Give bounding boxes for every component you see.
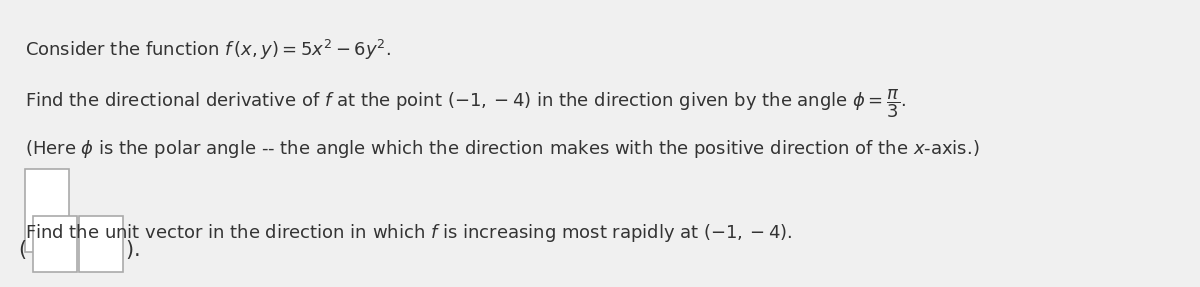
Text: Find the unit vector in the direction in which $f$ is increasing most rapidly at: Find the unit vector in the direction in… <box>25 222 792 244</box>
Text: Find the directional derivative of $f$ at the point $(-1, -4)$ in the direction : Find the directional derivative of $f$ a… <box>25 88 906 121</box>
Text: (Here $\phi$ is the polar angle -- the angle which the direction makes with the : (Here $\phi$ is the polar angle -- the a… <box>25 138 979 160</box>
Text: Consider the function $f\,(x, y) = 5x^2 - 6y^2$.: Consider the function $f\,(x, y) = 5x^2 … <box>25 38 391 62</box>
Text: $($: $($ <box>18 238 26 261</box>
Text: $).$: $).$ <box>125 238 139 261</box>
FancyBboxPatch shape <box>25 168 68 252</box>
FancyBboxPatch shape <box>79 216 122 272</box>
FancyBboxPatch shape <box>32 216 77 272</box>
